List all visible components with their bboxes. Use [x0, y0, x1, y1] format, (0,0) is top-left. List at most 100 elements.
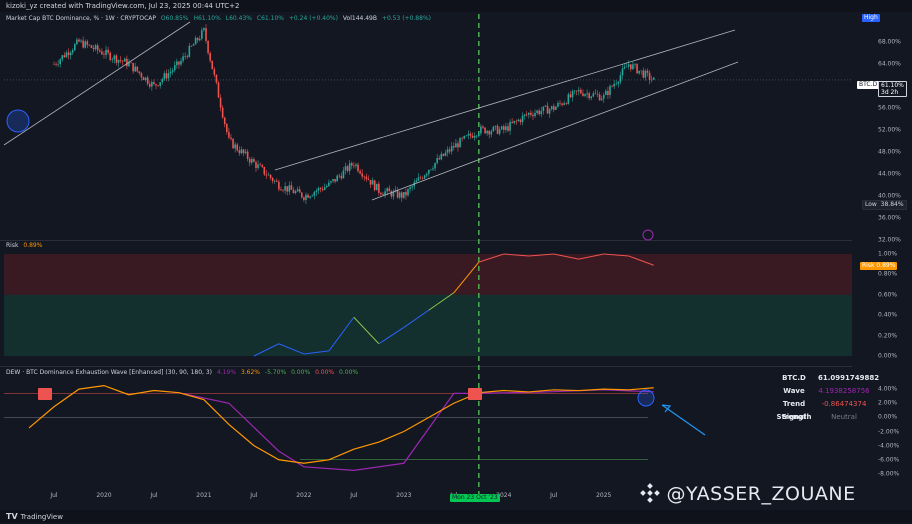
- candle-body: [134, 66, 136, 72]
- candle-body: [488, 130, 491, 135]
- candle-body: [257, 164, 259, 168]
- risk-axis-tag: Risk 0.89%: [860, 262, 898, 270]
- candle-body: [215, 74, 218, 83]
- candle-body: [300, 192, 303, 198]
- dew-value-2: -5.70%: [264, 369, 287, 376]
- candle-body: [446, 149, 449, 153]
- candle-body: [157, 85, 159, 87]
- candle-body: [550, 106, 553, 110]
- candle-body: [209, 52, 211, 61]
- highlight-circle: [6, 109, 30, 133]
- symbol-tag: BTC.D: [857, 81, 880, 89]
- candle-body: [415, 180, 418, 183]
- candle-body: [567, 94, 570, 104]
- candle-body: [186, 56, 189, 57]
- x-tick-label: 2025: [596, 492, 612, 499]
- candle-body: [413, 182, 416, 187]
- candle-body: [242, 149, 245, 154]
- candle-body: [378, 183, 380, 193]
- candle-body: [530, 112, 532, 115]
- candle-body: [198, 38, 201, 41]
- candle-body: [525, 114, 528, 116]
- candle-body: [386, 188, 388, 192]
- candle-body: [448, 149, 451, 152]
- candle-body: [90, 45, 93, 48]
- candle-body: [396, 190, 399, 198]
- candle-body: [192, 44, 195, 46]
- candle-body: [644, 70, 647, 78]
- candle-body: [423, 175, 426, 179]
- candle-body: [494, 125, 497, 127]
- candle-body: [321, 188, 324, 190]
- channel-lower-line: [371, 61, 739, 201]
- candle-body: [265, 174, 268, 176]
- risk-line-segment: [378, 327, 405, 345]
- candle-body: [630, 64, 632, 70]
- candle-body: [167, 73, 170, 79]
- candle-body: [421, 177, 424, 179]
- x-tick-label: 2022: [296, 492, 312, 499]
- highlight-circle: [637, 389, 655, 407]
- candle-body: [563, 103, 565, 105]
- candle-body: [196, 37, 199, 41]
- info-row-trend: Trend Strength -0.86474374: [770, 398, 870, 421]
- candle-body: [176, 61, 178, 66]
- candle-body: [325, 185, 328, 188]
- dew-legend: DEW · BTC Dominance Exhaustion Wave [Enh…: [6, 369, 361, 377]
- candle-body: [280, 189, 282, 191]
- candle-body: [338, 175, 341, 177]
- candle-body: [146, 77, 149, 84]
- candle-body: [586, 93, 588, 95]
- candle-body: [617, 81, 620, 84]
- candle-body: [126, 58, 128, 67]
- candle-body: [642, 70, 645, 78]
- y-tick-label: 0.60%: [878, 291, 898, 299]
- candle-body: [557, 102, 559, 107]
- x-tick-label: 2020: [96, 492, 112, 499]
- candle-body: [480, 126, 482, 134]
- candle-body: [201, 30, 203, 39]
- info-value: Neutral: [831, 413, 857, 421]
- candle-body: [534, 112, 536, 117]
- candle-body: [467, 133, 470, 136]
- candle-body: [627, 64, 630, 67]
- candle-body: [115, 55, 118, 63]
- candle-body: [103, 54, 105, 56]
- candle-body: [486, 130, 488, 134]
- risk-line-segment: [453, 261, 480, 294]
- y-tick-label: 0.00%: [878, 413, 898, 421]
- candle-body: [107, 49, 109, 53]
- candle-body: [475, 135, 478, 137]
- sell-signal-marker: [468, 388, 482, 400]
- candle-body: [271, 177, 274, 182]
- candle-body: [188, 45, 191, 57]
- candle-body: [128, 62, 130, 67]
- risk-high-zone: [4, 254, 852, 295]
- candle-body: [348, 163, 351, 171]
- candle-body: [273, 180, 276, 182]
- candle-body: [82, 40, 84, 48]
- candle-body: [455, 143, 457, 148]
- candle-body: [505, 126, 507, 130]
- watermark-text: @YASSER_ZOUANE: [666, 483, 856, 505]
- y-tick-label: 56.00%: [878, 104, 901, 112]
- dew-title: DEW · BTC Dominance Exhaustion Wave [Enh…: [6, 369, 213, 376]
- annotation-arrow: [661, 404, 706, 436]
- candle-body: [267, 174, 270, 176]
- candle-body: [473, 135, 476, 138]
- candle-body: [269, 174, 272, 178]
- candle-body: [240, 149, 243, 154]
- candle-body: [171, 70, 174, 72]
- candle-body: [57, 64, 59, 65]
- candle-body: [498, 129, 501, 134]
- candle-body: [217, 82, 220, 98]
- candle-body: [161, 79, 164, 83]
- trendline-2019: [3, 21, 191, 146]
- signal-line: [178, 389, 654, 471]
- candle-body: [359, 171, 361, 174]
- candle-body: [361, 173, 363, 177]
- candle-body: [365, 176, 368, 180]
- risk-line-segment: [553, 253, 579, 260]
- candle-body: [340, 175, 343, 179]
